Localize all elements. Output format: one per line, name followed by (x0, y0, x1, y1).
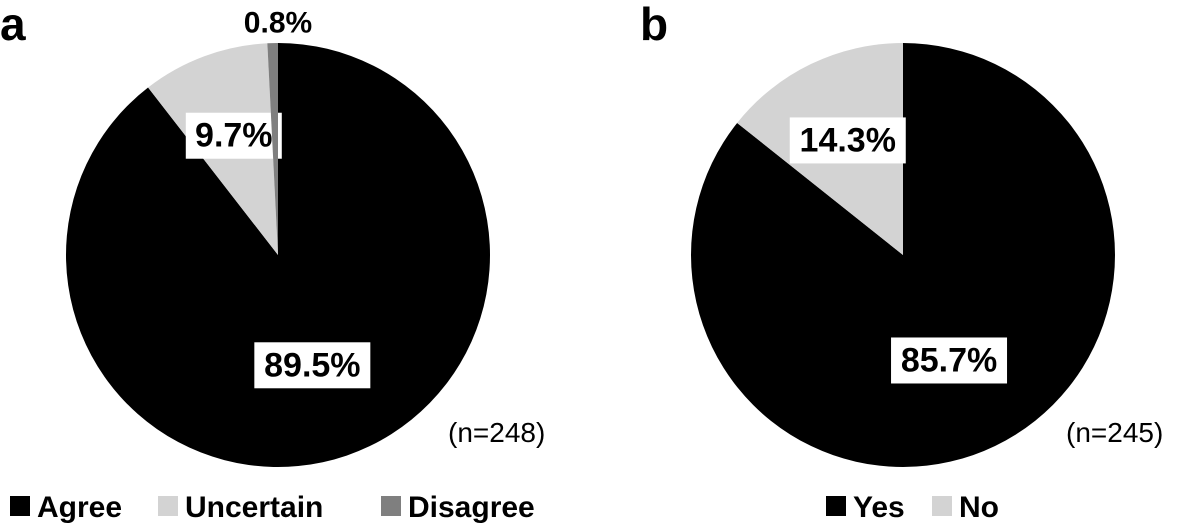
data-label-box (254, 342, 371, 389)
legend-label: Yes (853, 491, 905, 524)
data-label-box (789, 117, 906, 164)
svg-text:9.7%: 9.7% (195, 117, 273, 155)
data-label-box (891, 337, 1008, 384)
legend-item-yes: Yes (826, 491, 905, 524)
legend-swatch (826, 496, 846, 516)
pie-chart-a: 89.5% 9.7% 0.8% (65, 7, 490, 467)
svg-text:85.7%: 85.7% (901, 341, 997, 379)
svg-text:14.3%: 14.3% (800, 121, 896, 159)
legend-swatch (932, 496, 952, 516)
legend-a: Agree Uncertain Disagree (10, 491, 535, 524)
legend-item-uncertain: Uncertain (158, 491, 323, 524)
pie-slice-disagree (267, 43, 278, 255)
data-label-box (185, 112, 282, 159)
panel-letter-a: a (0, 0, 26, 50)
pie-slice-agree (65, 43, 490, 467)
legend-label: No (959, 491, 999, 524)
legend-label: Disagree (408, 491, 535, 524)
panel-letter-b: b (640, 0, 668, 50)
legend-swatch (381, 496, 401, 516)
legend-label: Uncertain (185, 491, 323, 524)
panel-a: a 89.5% 9.7% 0.8% (n=248) Agree Uncertain Di… (0, 0, 545, 524)
legend-swatch (158, 496, 178, 516)
svg-text:89.5%: 89.5% (264, 346, 360, 384)
legend-item-disagree: Disagree (381, 491, 535, 524)
data-label-yes: 85.7% (891, 337, 1008, 384)
data-label-agree: 89.5% (254, 342, 371, 389)
legend-swatch (10, 496, 30, 516)
data-label-no: 14.3% (789, 117, 906, 164)
legend-b: Yes No (826, 491, 999, 524)
legend-item-no: No (932, 491, 999, 524)
data-label-disagree: 0.8% (244, 7, 312, 40)
svg-text:0.8%: 0.8% (244, 7, 312, 40)
sample-size-b: (n=245) (1066, 417, 1163, 448)
panel-b: b 85.7% 14.3% (n=245) Yes No (640, 0, 1163, 524)
pie-chart-b: 85.7% 14.3% (691, 43, 1115, 467)
data-label-uncertain: 9.7% (185, 112, 282, 159)
sample-size-a: (n=248) (448, 417, 545, 448)
legend-label: Agree (37, 491, 122, 524)
legend-item-agree: Agree (10, 491, 122, 524)
